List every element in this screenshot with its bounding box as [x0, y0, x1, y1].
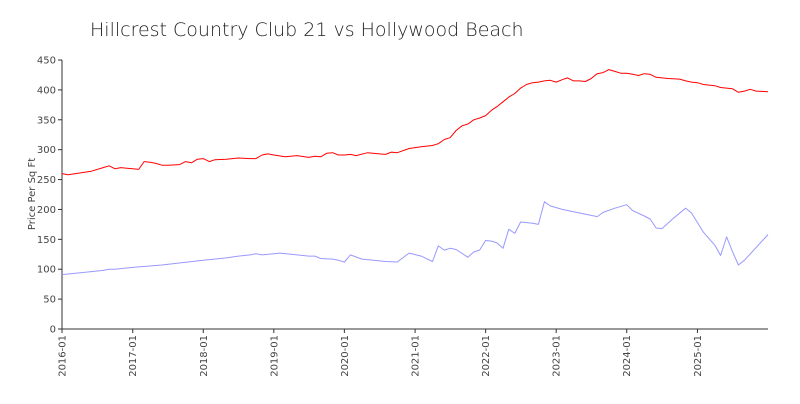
x-tick-label: 2025-01 — [693, 335, 704, 377]
y-tick-label: 250 — [37, 175, 56, 186]
x-tick-label: 2024-01 — [622, 335, 633, 377]
y-tick-label: 300 — [37, 145, 56, 156]
y-tick-label: 350 — [37, 115, 56, 126]
axes — [61, 60, 768, 330]
y-tick-label: 50 — [43, 295, 56, 306]
y-tick-label: 150 — [37, 235, 56, 246]
y-tick-label: 0 — [50, 325, 56, 336]
x-tick-label: 2017-01 — [128, 335, 139, 377]
x-tick-label: 2023-01 — [552, 335, 563, 377]
x-tick-label: 2020-01 — [340, 335, 351, 377]
x-tick-label: 2021-01 — [411, 335, 422, 377]
y-axis-label: Price Per Sq Ft — [27, 158, 38, 230]
y-tick-label: 100 — [37, 265, 56, 276]
x-ticks: 2016-01 2017-01 2018-01 2019-01 2020-01 2021-… — [58, 329, 704, 377]
y-tick-label: 400 — [37, 85, 56, 96]
y-tick-label: 200 — [37, 205, 56, 216]
x-tick-label: 2019-01 — [269, 335, 280, 377]
y-tick-label: 450 — [37, 56, 56, 67]
x-tick-label: 2016-01 — [58, 335, 69, 377]
x-tick-label: 2018-01 — [199, 335, 210, 377]
y-ticks: 0 50 100 150 200 250 300 350 400 450 — [37, 56, 62, 336]
x-tick-label: 2022-01 — [481, 335, 492, 377]
series-line-2 — [61, 201, 769, 276]
series-layer — [61, 69, 769, 276]
series-line-1 — [61, 69, 769, 176]
chart-title: Hillcrest Country Club 21 vs Hollywood B… — [90, 19, 524, 41]
